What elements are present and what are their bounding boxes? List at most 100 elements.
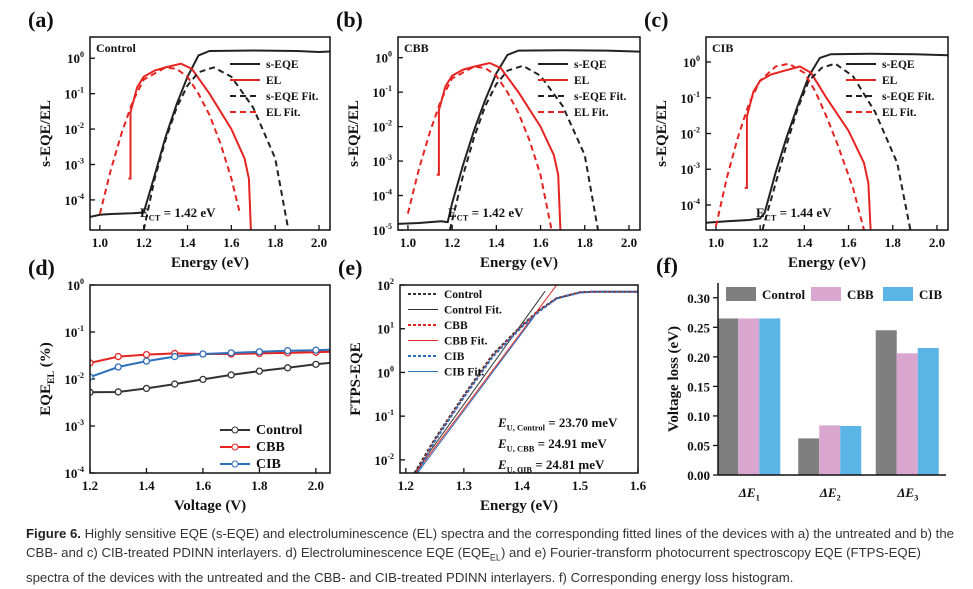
- legend-swatch: [883, 287, 913, 301]
- ect-annotation-sub: CT: [765, 212, 777, 222]
- y-tick-base: 10: [374, 453, 387, 468]
- y-tick-exponent: -5: [385, 222, 392, 231]
- series-line-s-eqe: [706, 52, 948, 224]
- y-tick-exponent: -4: [77, 465, 84, 474]
- legend-label: CBB Fit.: [444, 336, 488, 348]
- panel-label: (f): [656, 253, 678, 278]
- y-tick-label: 10-3: [64, 156, 84, 172]
- x-tick-label: 1.0: [708, 235, 724, 250]
- panel-f: (f) 0.00 0.05 0.10 0.15 0.20 0.25 0.30 Voltage l…: [656, 253, 946, 502]
- data-point: [199, 350, 207, 358]
- y-tick-base: 10: [64, 372, 77, 387]
- ect-annotation-rest: = 1.44 eV: [776, 205, 832, 220]
- legend-label: s-EQE: [882, 59, 915, 71]
- data-point: [283, 364, 292, 372]
- y-tick-exponent: 0: [696, 54, 700, 63]
- y-tick-exponent: -3: [77, 418, 84, 427]
- x-axis-label: Energy (eV): [480, 255, 558, 271]
- y-tick-label: 100: [67, 277, 84, 293]
- legend-label: CBB: [256, 440, 285, 455]
- bar-cib: [759, 318, 781, 475]
- y-tick-label: 10-4: [64, 465, 84, 481]
- y-tick-exponent: -2: [385, 119, 392, 128]
- x-tick-label: 2.0: [621, 235, 637, 250]
- x-tick-label: 1.6: [630, 478, 647, 493]
- ect-annotation: ECT = 1.44 eV: [756, 205, 832, 222]
- data-point: [114, 388, 122, 396]
- urbach-energy-annotation-main: E: [497, 457, 507, 472]
- bar-cbb: [819, 425, 841, 475]
- y-tick-base: 10: [377, 322, 390, 337]
- x-tick-label: 1.5: [572, 478, 589, 493]
- caption-text-1: Highly sensitive EQE (s-EQE) and electro…: [26, 526, 954, 560]
- plot-frame: [705, 36, 949, 231]
- series-line-el-fit-: [98, 66, 242, 215]
- legend: s-EQE EL s-EQE Fit. EL Fit.: [538, 59, 627, 119]
- y-tick-exponent: -4: [385, 188, 392, 197]
- y-tick-exponent: -3: [385, 153, 392, 162]
- y-tick-base: 10: [375, 51, 388, 66]
- category-label-main: ΔE: [738, 485, 756, 500]
- y-tick-label: 100: [375, 50, 392, 66]
- x-tick-label: 2.0: [929, 235, 945, 250]
- y-tick-exponent: -4: [693, 197, 700, 206]
- plot-frame: [397, 36, 641, 231]
- y-tick-label: 0.25: [687, 320, 710, 335]
- y-tick-exponent: -1: [77, 324, 84, 333]
- y-tick-exponent: -2: [693, 126, 700, 135]
- y-tick-label: 10-3: [680, 161, 700, 177]
- bar-control: [718, 318, 739, 475]
- category-label: ΔE3: [896, 485, 918, 502]
- x-tick-label: 2.0: [311, 235, 327, 250]
- series-line-cib: [90, 348, 330, 379]
- series-line-el-fit-: [406, 65, 553, 230]
- y-tick-base: 10: [374, 409, 387, 424]
- y-axis-label: s-EQE/EL: [38, 100, 54, 167]
- series-line-control-fit-: [414, 290, 546, 473]
- y-tick-exponent: 0: [80, 277, 84, 286]
- legend-label: EL: [882, 75, 898, 87]
- x-tick-label: 1.8: [267, 235, 284, 250]
- y-tick-label: 101: [377, 321, 394, 337]
- x-tick-label: 1.0: [400, 235, 416, 250]
- y-tick-label: 10-2: [64, 371, 84, 387]
- y-tick-base: 10: [64, 419, 77, 434]
- y-tick-label: 100: [683, 54, 700, 70]
- legend-label: s-EQE: [574, 59, 607, 71]
- bar-cib: [840, 425, 862, 475]
- caption-subscript: EL: [489, 552, 501, 563]
- series-line-el: [128, 62, 252, 230]
- plot-area: [706, 52, 948, 230]
- legend-label: EL: [266, 75, 282, 87]
- x-tick-label: 1.4: [488, 235, 505, 250]
- x-tick-label: 1.8: [251, 478, 268, 493]
- y-tick-base: 10: [372, 189, 385, 204]
- legend-label: EL: [574, 75, 590, 87]
- y-tick-base: 10: [372, 85, 385, 100]
- y-axis-label: s-EQE/EL: [654, 100, 670, 167]
- y-tick-base: 10: [64, 193, 77, 208]
- y-tick-label: 0.00: [687, 468, 710, 483]
- caption-label: Figure 6.: [26, 526, 81, 541]
- x-axis-label: Energy (eV): [480, 498, 558, 514]
- y-tick-label: 10-1: [372, 84, 392, 100]
- y-tick-exponent: -3: [693, 161, 700, 170]
- data-point: [227, 371, 235, 379]
- urbach-energy-annotation-main: E: [497, 436, 507, 451]
- y-tick-label: 10-1: [680, 90, 700, 106]
- ect-annotation-sub: CT: [457, 212, 469, 222]
- data-point: [255, 367, 264, 375]
- legend-label: CIB: [919, 287, 942, 302]
- x-tick-label: 1.0: [92, 235, 108, 250]
- y-tick-label: 100: [67, 50, 84, 66]
- legend-label: Control Fit.: [444, 305, 502, 317]
- figure-caption: Figure 6. Highly sensitive EQE (s-EQE) a…: [26, 524, 961, 587]
- y-tick-label: 10-1: [374, 408, 394, 424]
- panel-label: (b): [336, 7, 363, 32]
- urbach-energy-annotation-main: E: [497, 415, 507, 430]
- x-axis-label: Energy (eV): [171, 255, 249, 271]
- legend-label: Control: [762, 287, 805, 302]
